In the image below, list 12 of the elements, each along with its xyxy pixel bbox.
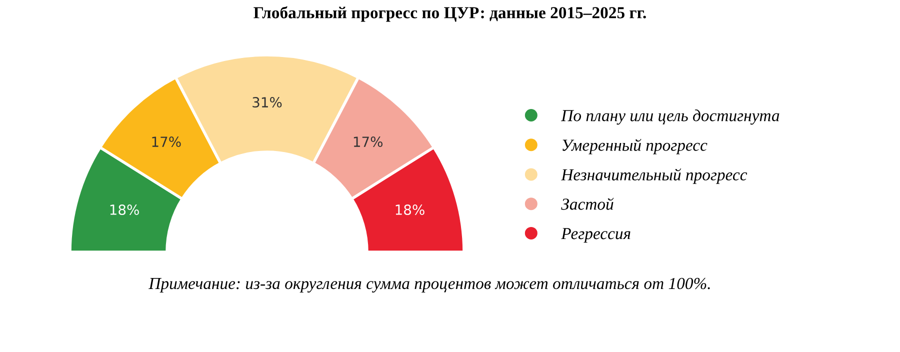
legend-label: Застой bbox=[561, 198, 614, 210]
chart-title: Глобальный прогресс по ЦУР: данные 2015–2025 гг. bbox=[254, 6, 646, 22]
data-label: 17% bbox=[152, 136, 181, 148]
legend-label: По плану или цель достигнута bbox=[561, 110, 780, 125]
data-label: 31% bbox=[252, 97, 282, 108]
data-label: 18% bbox=[110, 204, 139, 215]
data-label: 17% bbox=[354, 136, 383, 148]
legend-label: Незначительный прогресс bbox=[560, 168, 748, 184]
legend-label: Умеренный прогресс bbox=[562, 138, 708, 154]
data-label: 18% bbox=[396, 204, 424, 215]
text: Примечание: из-за округления сумма процентов может отличаться от 100%. bbox=[148, 278, 710, 293]
legend-label: Регрессия bbox=[561, 228, 630, 243]
